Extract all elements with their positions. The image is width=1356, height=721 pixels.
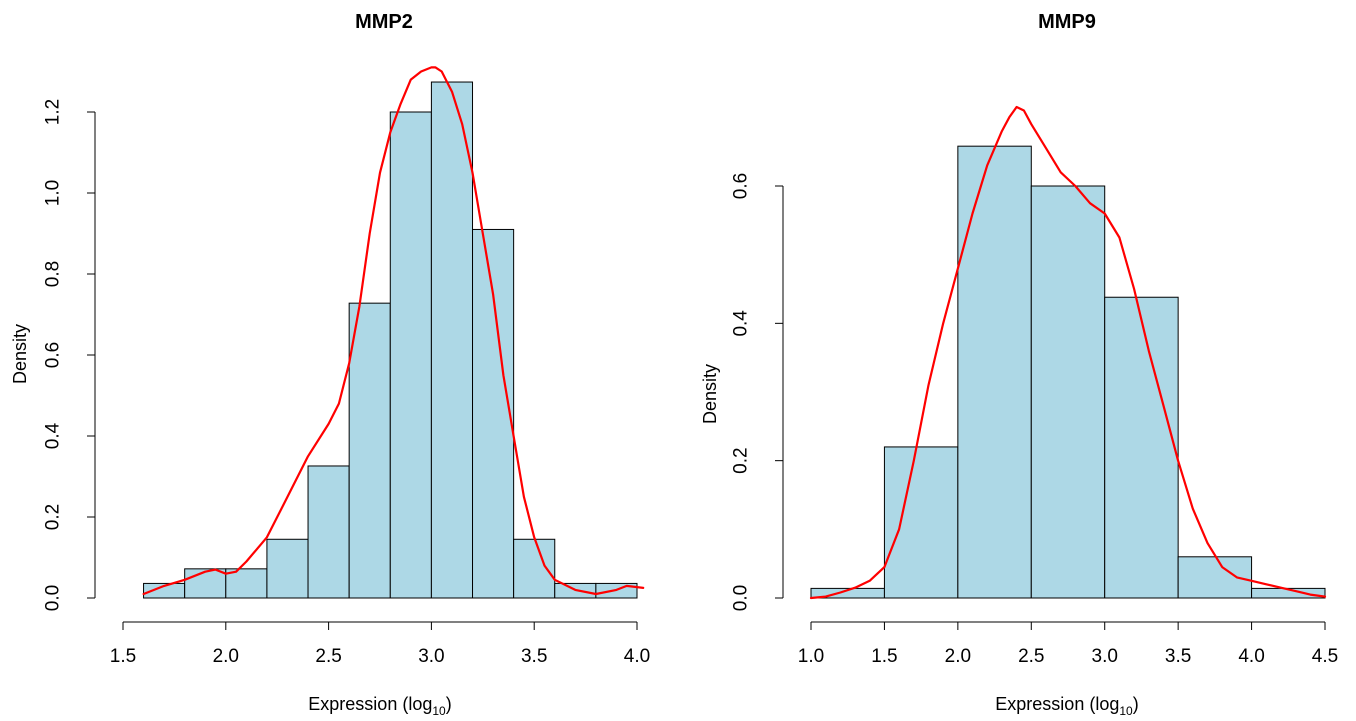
density-curve (142, 66, 645, 596)
y-tick-label: 0.6 (731, 173, 752, 199)
chart-mmp2: MMP2 0.0 0.2 0.4 0.6 0.8 1.0 1.2 1.5 2.0 2.5 3.0 3… (10, 11, 650, 718)
x-tick-label: 2.0 (213, 646, 239, 667)
x-tick-label: 4.0 (1238, 646, 1264, 667)
histogram-bar (225, 568, 268, 599)
x-tick-label: 3.0 (1092, 646, 1118, 667)
x-axis-label-subscript: 10 (1119, 704, 1133, 718)
x-tick-label: 4.5 (1312, 646, 1338, 667)
y-tick-label: 0.6 (43, 342, 64, 368)
y-tick-label: 0.2 (731, 447, 752, 473)
y-tick-label: 0.2 (43, 504, 64, 530)
x-tick-label: 3.5 (1165, 646, 1191, 667)
histogram-bar (430, 81, 474, 599)
histogram-bar (883, 446, 959, 599)
y-tick-label: 0.4 (731, 310, 752, 337)
y-tick-label: 0.0 (731, 585, 752, 611)
y-tick-label: 1.0 (43, 180, 64, 206)
x-tick-label: 3.0 (418, 646, 444, 667)
x-tick-label: 1.0 (798, 646, 824, 667)
y-axis: 0.0 0.2 0.4 0.6 (731, 173, 784, 611)
y-axis-label: Density (10, 324, 30, 384)
x-axis-label-close: ) (1133, 694, 1139, 714)
x-axis-label-text: Expression (log (995, 694, 1119, 714)
y-tick-label: 0.8 (43, 261, 64, 287)
x-tick-label: 1.5 (871, 646, 897, 667)
x-tick-label: 2.0 (945, 646, 971, 667)
histogram-bar (1104, 296, 1179, 599)
x-axis: 1.5 2.0 2.5 3.0 3.5 4.0 (110, 621, 650, 667)
x-axis-label: Expression (log10) (308, 694, 451, 718)
histogram-bar (472, 228, 515, 599)
histogram-bar (307, 465, 350, 599)
chart-title: MMP9 (1038, 11, 1096, 33)
chart-title: MMP2 (355, 11, 413, 33)
x-axis-label: Expression (log10) (995, 694, 1138, 718)
y-axis: 0.0 0.2 0.4 0.6 0.8 1.0 1.2 (43, 99, 96, 611)
histogram-bar (389, 111, 432, 599)
histogram-bar (184, 568, 227, 599)
x-tick-label: 4.0 (624, 646, 650, 667)
x-tick-label: 2.5 (315, 646, 341, 667)
histogram-bar (266, 538, 309, 599)
histogram-bar (513, 538, 556, 599)
x-axis: 1.0 1.5 2.0 2.5 3.0 3.5 4.0 4.5 (798, 621, 1338, 667)
x-tick-label: 3.5 (521, 646, 547, 667)
y-axis-label: Density (700, 364, 720, 424)
x-axis-label-subscript: 10 (432, 704, 446, 718)
histogram-bar (957, 145, 1032, 599)
density-curve (809, 105, 1327, 600)
y-tick-label: 1.2 (43, 99, 64, 125)
x-tick-label: 2.5 (1018, 646, 1044, 667)
histogram-bar (1030, 185, 1106, 599)
x-axis-label-text: Expression (log (308, 694, 432, 714)
y-tick-label: 0.4 (43, 422, 64, 449)
histogram-bar (348, 302, 391, 599)
x-axis-label-close: ) (446, 694, 452, 714)
y-tick-label: 0.0 (43, 585, 64, 611)
histogram-bars (810, 145, 1326, 599)
chart-mmp9: MMP9 0.0 0.2 0.4 0.6 1.0 1.5 2.0 2.5 3.0 3.5 4.0 4… (700, 11, 1338, 718)
x-tick-label: 1.5 (110, 646, 136, 667)
histogram-bars (143, 81, 638, 599)
